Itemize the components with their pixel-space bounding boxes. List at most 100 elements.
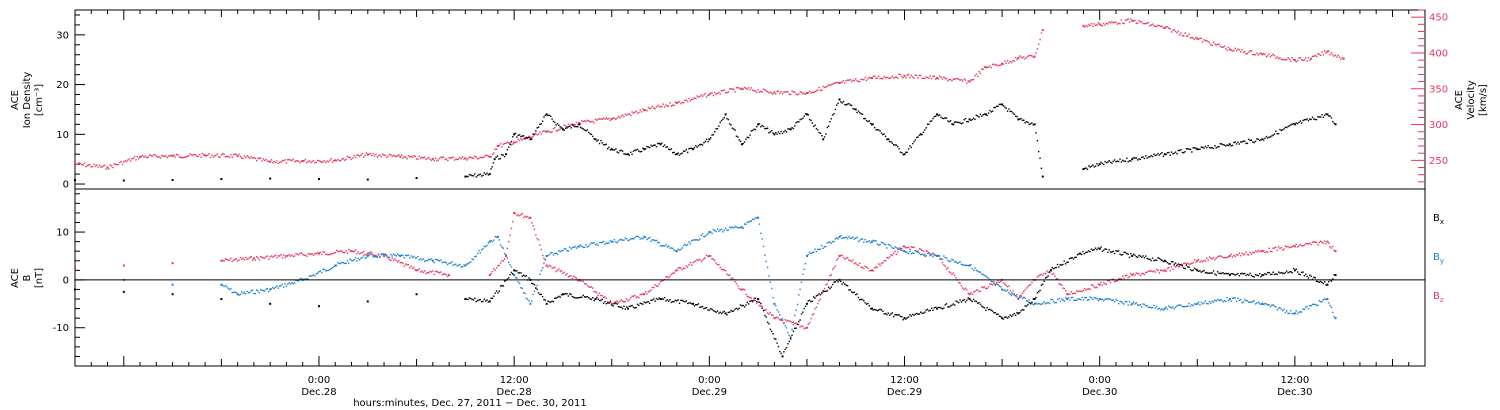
by-sample (846, 237, 849, 240)
bz-sample (560, 270, 563, 272)
bz-sample (971, 293, 973, 295)
bz-sample (670, 273, 673, 276)
by-sample (623, 239, 625, 241)
by-sample (848, 235, 850, 238)
velocity-sample (1009, 60, 1011, 63)
bz-sample (707, 255, 709, 258)
velocity-sample (869, 77, 872, 79)
velocity-sample (1306, 60, 1308, 62)
bx-sample (1317, 281, 1319, 283)
by-sample (1199, 304, 1201, 306)
velocity-sample (878, 75, 880, 78)
density-sample (752, 129, 754, 132)
velocity-sample (510, 144, 513, 146)
velocity-sample (808, 90, 811, 93)
density-sample (548, 114, 551, 116)
bz-sample (1147, 270, 1150, 272)
bx-sample (589, 298, 591, 300)
by-sample (1082, 299, 1085, 301)
by-sample (478, 249, 480, 252)
by-sample (960, 263, 963, 266)
velocity-sample (804, 93, 807, 95)
density-sample (998, 103, 1001, 106)
by-sample (1323, 298, 1326, 300)
bx-point (171, 293, 174, 296)
bz-sample (653, 286, 655, 289)
x-tick-label-date: Dec.30 (1082, 387, 1117, 398)
bz-sample (798, 323, 800, 326)
density-sample (963, 119, 965, 121)
velocity-sample (619, 116, 621, 119)
bx-sample (1169, 263, 1171, 265)
density-sample (1139, 158, 1142, 161)
bx-sample (578, 296, 580, 299)
density-sample (650, 144, 652, 147)
velocity-sample (222, 153, 224, 155)
velocity-sample (825, 86, 827, 88)
by-sample (484, 245, 487, 248)
bx-sample (825, 290, 827, 293)
bz-sample (1116, 280, 1119, 282)
velocity-sample (186, 155, 189, 157)
by-sample (1158, 307, 1161, 310)
velocity-point (1017, 56, 1020, 59)
by-sample (527, 298, 529, 301)
velocity-sample (429, 158, 431, 160)
density-sample (1302, 119, 1304, 122)
bx-sample (943, 307, 945, 309)
velocity-sample (872, 75, 875, 77)
velocity-sample (353, 154, 355, 157)
by-sample (261, 289, 263, 292)
velocity-sample (1029, 54, 1032, 57)
bx-point (968, 298, 971, 301)
by-sample (491, 240, 494, 243)
density-sample (712, 133, 715, 136)
bz-sample (314, 252, 316, 255)
bx-sample (552, 300, 555, 303)
bz-point (448, 274, 451, 277)
bx-sample (1238, 275, 1241, 277)
density-sample (1012, 112, 1014, 114)
velocity-sample (1219, 45, 1222, 47)
by-sample (312, 274, 315, 276)
bx-sample (476, 299, 479, 302)
by-sample (585, 244, 587, 246)
by-sample (1263, 303, 1265, 306)
by-sample (345, 262, 347, 265)
bx-sample (1151, 257, 1154, 259)
by-point (1334, 317, 1337, 320)
density-sample (575, 125, 578, 128)
velocity-sample (910, 74, 912, 77)
by-sample (975, 269, 978, 272)
density-sample (1256, 138, 1258, 140)
bx-sample (985, 309, 987, 312)
bx-sample (1253, 276, 1255, 278)
by-sample (281, 283, 284, 285)
density-sample (619, 150, 621, 152)
density-sample (743, 141, 746, 143)
bz-sample (1097, 283, 1100, 285)
velocity-sample (951, 80, 953, 82)
bz-sample (822, 291, 824, 293)
by-sample (573, 246, 575, 249)
bx-sample (1004, 316, 1006, 318)
bz-point (1228, 254, 1231, 257)
by-sample (394, 254, 396, 256)
density-sample (1199, 148, 1201, 150)
bx-sample (1248, 274, 1250, 276)
bz-sample (1206, 257, 1208, 259)
bz-sample (440, 271, 442, 273)
velocity-sample (467, 157, 469, 160)
bz-sample (700, 260, 702, 263)
by-sample (962, 263, 964, 266)
by-sample (356, 260, 358, 262)
density-sample (1109, 161, 1112, 163)
velocity-sample (97, 166, 99, 168)
bz-sample (228, 259, 231, 261)
bottom-panel-points (74, 211, 1337, 358)
bz-sample (1241, 252, 1243, 255)
bz-sample (1264, 251, 1266, 254)
bz-sample (277, 255, 280, 257)
velocity-sample (781, 93, 784, 95)
density-sample (625, 153, 628, 156)
